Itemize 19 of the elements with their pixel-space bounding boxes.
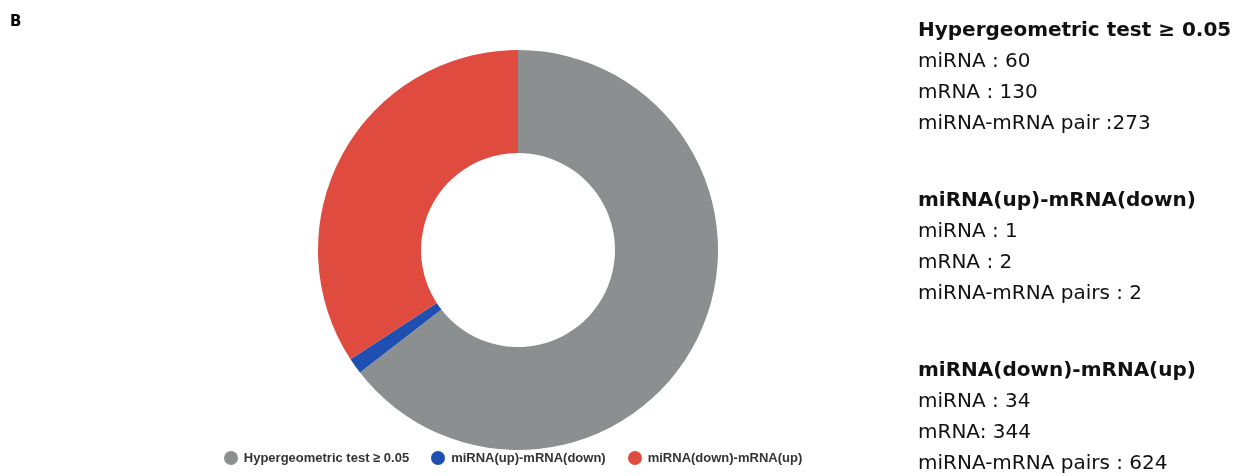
donut-slice	[350, 303, 442, 373]
text: miRNA(up)-mRNA(down)	[918, 186, 1196, 213]
text: miRNA-mRNA pairs : 2	[918, 279, 1144, 306]
legend-label: miRNA(down)-mRNA(up)	[646, 450, 803, 465]
text: miRNA : 60	[918, 47, 1032, 74]
legend-label: miRNA(up)-mRNA(down)	[450, 450, 606, 465]
legend-label: Hypergeometric test ≥ 0.05	[242, 450, 410, 465]
text: mRNA : 2	[918, 248, 1014, 275]
text: miRNA-mRNA pairs : 624	[918, 449, 1169, 476]
text: Hypergeometric test ≥ 0.05	[918, 16, 1232, 43]
text: mRNA : 130	[918, 78, 1039, 105]
donut-slice	[318, 50, 518, 360]
text: miRNA : 34	[918, 387, 1032, 414]
text: miRNA-mRNA pair :273	[918, 109, 1152, 136]
donut-slice	[359, 50, 718, 450]
text: mRNA: 344	[918, 418, 1032, 445]
text: miRNA(down)-mRNA(up)	[918, 356, 1196, 383]
text: B	[10, 12, 22, 30]
text: miRNA : 1	[918, 217, 1019, 244]
